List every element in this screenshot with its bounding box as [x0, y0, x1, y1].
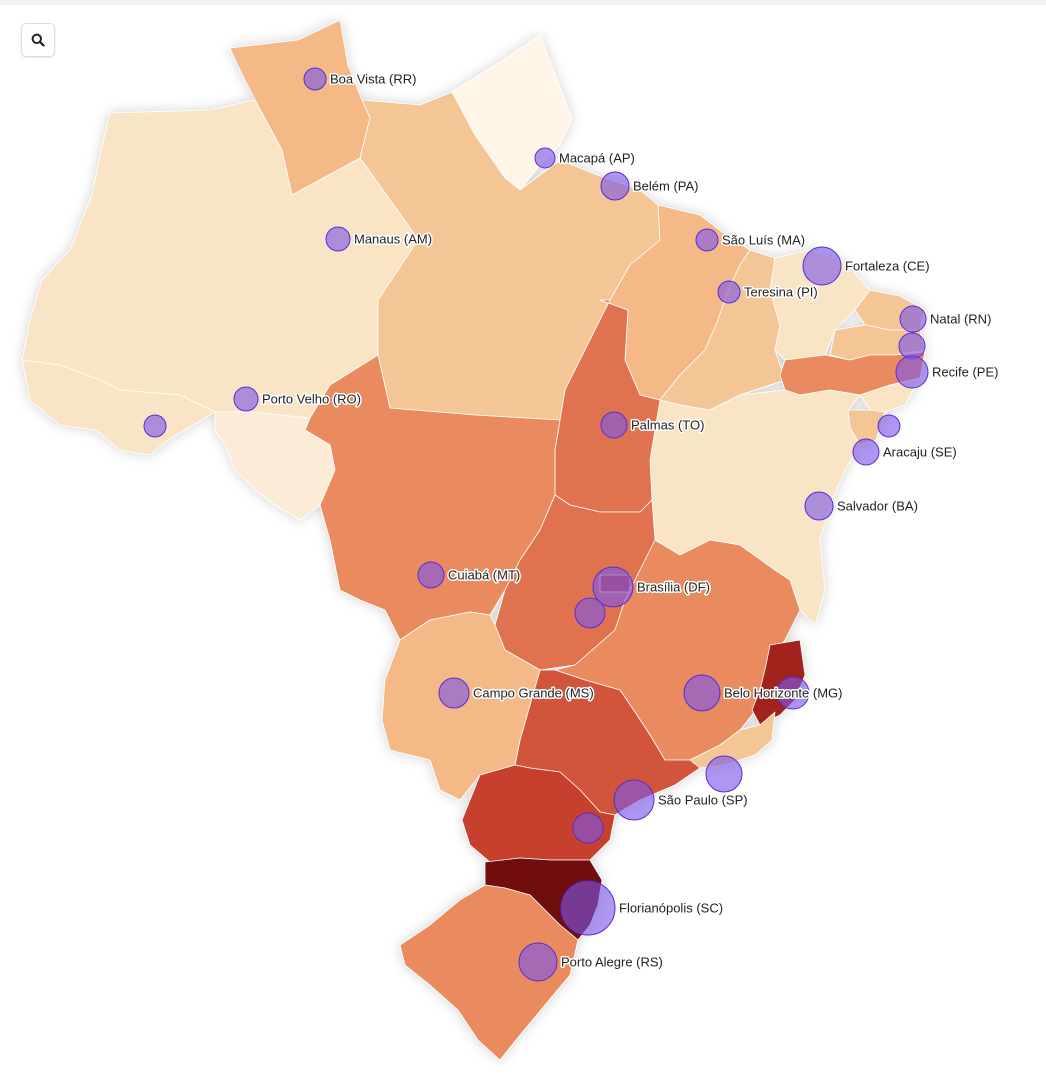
city-label: Aracaju (SE) — [883, 445, 957, 460]
city-label: Macapá (AP) — [559, 151, 635, 166]
city-bubble[interactable] — [804, 491, 834, 521]
state-rondonia[interactable] — [214, 411, 336, 521]
city-label-halo: Boa Vista (RR) — [330, 72, 416, 87]
city-bubble[interactable] — [572, 812, 604, 844]
city-label-halo: São Luís (MA) — [722, 233, 805, 248]
city-label-halo: Manaus (AM) — [354, 232, 432, 247]
city-bubble[interactable] — [303, 67, 327, 91]
city-label: São Luís (MA) — [722, 233, 805, 248]
city-bubble[interactable] — [143, 414, 167, 438]
city-label-halo: Macapá (AP) — [559, 151, 635, 166]
city-bubble[interactable] — [898, 332, 926, 360]
city-label-halo: Natal (RN) — [930, 312, 991, 327]
city-bubbles-layer — [143, 67, 929, 982]
city-bubble[interactable] — [438, 677, 470, 709]
city-bubble[interactable] — [417, 561, 445, 589]
city-label: Fortaleza (CE) — [845, 259, 930, 274]
city-bubble[interactable] — [802, 246, 842, 286]
state-acre[interactable] — [21, 359, 216, 456]
city-label: Palmas (TO) — [631, 418, 704, 433]
city-label: Belém (PA) — [633, 179, 699, 194]
city-bubble[interactable] — [899, 305, 927, 333]
city-label: Boa Vista (RR) — [330, 72, 416, 87]
city-label-halo: Florianópolis (SC) — [619, 901, 723, 916]
city-bubble[interactable] — [613, 779, 655, 821]
city-bubble[interactable] — [534, 147, 556, 169]
search-button[interactable] — [21, 23, 55, 57]
city-label-halo: Belo Horizonte (MG) — [724, 686, 842, 701]
city-bubble[interactable] — [233, 386, 259, 412]
city-bubble[interactable] — [518, 942, 558, 982]
city-label-halo: Porto Velho (RO) — [262, 392, 361, 407]
city-label: São Paulo (SP) — [658, 793, 748, 808]
top-border — [0, 0, 1046, 5]
city-bubble[interactable] — [695, 228, 719, 252]
city-label-halo: São Paulo (SP) — [658, 793, 748, 808]
city-bubble[interactable] — [600, 411, 628, 439]
city-bubble[interactable] — [776, 676, 810, 710]
city-label: Manaus (AM) — [354, 232, 432, 247]
city-label-halo: Porto Alegre (RS) — [561, 955, 663, 970]
state-rio-de-janeiro[interactable] — [689, 711, 776, 769]
city-label: Salvador (BA) — [837, 499, 918, 514]
city-bubble[interactable] — [705, 755, 743, 793]
city-label-halo: Palmas (TO) — [631, 418, 704, 433]
city-label-halo: Recife (PE) — [932, 365, 998, 380]
city-label: Natal (RN) — [930, 312, 991, 327]
city-bubble[interactable] — [717, 280, 741, 304]
city-bubble[interactable] — [600, 171, 630, 201]
city-label: Recife (PE) — [932, 365, 998, 380]
city-label-halo: Belém (PA) — [633, 179, 699, 194]
city-label: Porto Velho (RO) — [262, 392, 361, 407]
city-label-halo: Salvador (BA) — [837, 499, 918, 514]
city-bubble[interactable] — [877, 414, 901, 438]
city-label-halo: Fortaleza (CE) — [845, 259, 930, 274]
city-bubble[interactable] — [895, 355, 929, 389]
city-label: Belo Horizonte (MG) — [724, 686, 842, 701]
city-labels-layer: Boa Vista (RR)Boa Vista (RR)Macapá (AP)M… — [261, 70, 1000, 971]
states-layer — [21, 19, 926, 1061]
city-bubble[interactable] — [574, 597, 606, 629]
city-label: Brasília (DF) — [637, 580, 710, 595]
state-rio-grande-do-sul[interactable] — [399, 884, 579, 1061]
city-label-halo: Aracaju (SE) — [883, 445, 957, 460]
city-bubble[interactable] — [325, 226, 351, 252]
city-label: Campo Grande (MS) — [473, 686, 594, 701]
city-bubble[interactable] — [592, 566, 634, 608]
city-bubble[interactable] — [683, 674, 721, 712]
city-bubble[interactable] — [560, 880, 616, 936]
city-label: Teresina (PI) — [744, 285, 818, 300]
search-icon — [31, 33, 45, 47]
city-label-halo: Campo Grande (MS) — [473, 686, 594, 701]
city-label: Florianópolis (SC) — [619, 901, 723, 916]
city-label-halo: Brasília (DF) — [637, 580, 710, 595]
city-label-halo: Cuiabá (MT) — [448, 568, 520, 583]
city-label: Porto Alegre (RS) — [561, 955, 663, 970]
city-bubble[interactable] — [852, 438, 880, 466]
city-label: Cuiabá (MT) — [448, 568, 520, 583]
city-label-halo: Teresina (PI) — [744, 285, 818, 300]
